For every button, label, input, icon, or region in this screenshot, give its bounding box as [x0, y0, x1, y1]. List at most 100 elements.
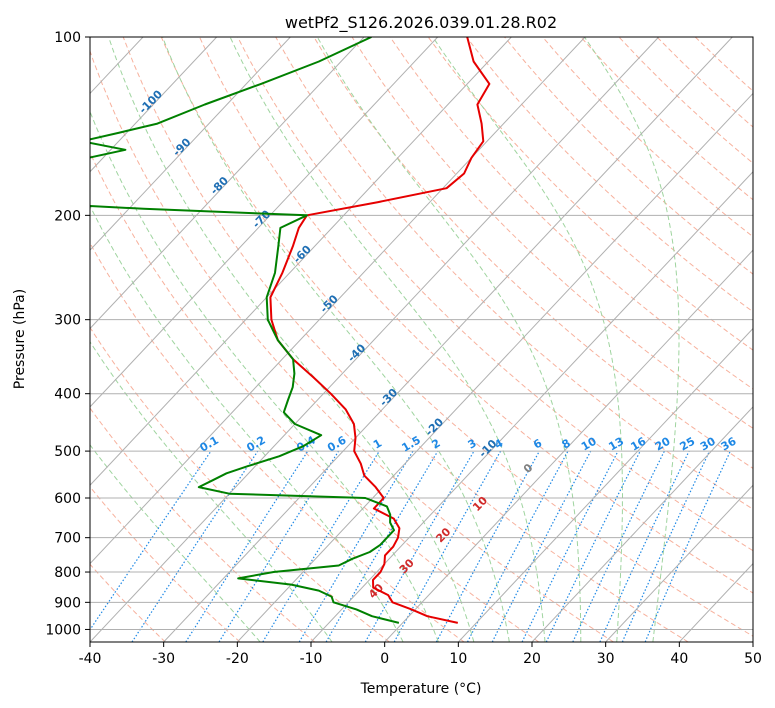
mixing-ratio-line [545, 450, 641, 642]
isotherm [90, 37, 586, 565]
isotherm [678, 562, 753, 642]
dry-adiabat-label: -50 [318, 292, 341, 315]
dry-adiabat [122, 37, 689, 642]
y-tick-label: 700 [54, 531, 81, 547]
theta-e-label: 0 [521, 461, 536, 476]
theta-e-label: 30 [397, 556, 417, 576]
isotherm [752, 641, 753, 642]
x-tick-label: -40 [79, 651, 102, 667]
mixing-ratio-line [621, 450, 711, 642]
isotherm [90, 37, 218, 173]
isotherm [90, 37, 660, 642]
dry-adiabat-label: -60 [291, 242, 314, 265]
mixing-ratio-line [599, 450, 690, 642]
mixing-ratio-line [393, 450, 502, 642]
x-tick-label: 40 [670, 651, 688, 667]
chart-title: wetPf2_S126.2026.039.01.28.R02 [285, 13, 557, 33]
mixing-ratio-line [491, 450, 592, 642]
dry-adiabat [90, 563, 166, 642]
dry-adiabat [275, 37, 753, 510]
moist-adiabat [229, 37, 546, 642]
moist-adiabat [316, 37, 582, 642]
dry-adiabat [351, 37, 753, 429]
dry-adiabat [90, 49, 614, 642]
moist-adiabat [432, 37, 623, 642]
dry-adiabat [90, 326, 390, 642]
moist-adiabat [162, 37, 510, 642]
dry-adiabat [694, 37, 753, 92]
dry-adiabat-label: -20 [423, 415, 446, 438]
x-tick-label: -30 [152, 651, 175, 667]
mixing-ratio-label: 2 [429, 437, 442, 452]
mixing-ratio-line [262, 450, 380, 642]
dry-adiabat [237, 37, 753, 552]
y-axis: 100 200 300 400 500 600 700 800 900 1000 [45, 30, 90, 638]
y-axis-title: Pressure (hPa) [12, 289, 28, 389]
moist-adiabat [584, 37, 680, 642]
y-tick-label: 100 [54, 30, 81, 46]
dry-adiabat [618, 37, 753, 164]
mixing-ratio-label: 6 [531, 436, 544, 451]
mixing-ratio-line [218, 450, 340, 642]
theta-e-label: 20 [433, 525, 453, 545]
mixing-ratio-line [298, 450, 414, 642]
mixing-ratio-line [185, 450, 309, 642]
dry-adiabat [90, 407, 316, 642]
y-tick-label: 400 [54, 387, 81, 403]
isotherm [384, 249, 753, 642]
y-tick-label: 900 [54, 595, 81, 611]
y-tick-label: 1000 [45, 622, 81, 638]
dry-adiabat [580, 37, 753, 201]
dry-adiabat [427, 37, 753, 351]
isotherm [236, 92, 753, 642]
y-tick-label: 600 [54, 491, 81, 507]
y-tick-label: 200 [54, 208, 81, 224]
x-tick-label: 30 [597, 651, 615, 667]
x-tick-label: 10 [449, 651, 467, 667]
theta-e-label: 10 [470, 494, 490, 514]
profiles [90, 37, 491, 624]
mixing-ratio-label: 1 [371, 437, 384, 452]
dry-adiabat-label: -100 [136, 87, 165, 116]
moist-adiabat [108, 37, 475, 642]
x-axis: -40 -30 -20 -10 0 10 20 30 40 50 [79, 642, 762, 667]
x-tick-label: -10 [300, 651, 323, 667]
isotherm [531, 406, 753, 642]
dry-adiabat [504, 37, 753, 275]
y-tick-label: 800 [54, 565, 81, 581]
mixing-ratio-line [90, 450, 212, 631]
isotherm [90, 37, 439, 408]
plot-frame [89, 36, 754, 643]
dry-adiabat [90, 242, 465, 642]
dry-adiabat [90, 151, 540, 642]
dry-adiabat-label: -30 [377, 386, 400, 409]
x-tick-label: 20 [523, 651, 541, 667]
y-tick-label: 500 [54, 444, 81, 460]
y-tick-label: 300 [54, 313, 81, 329]
mixing-ratio-line [435, 450, 540, 642]
x-tick-label: 50 [744, 651, 762, 667]
dry-adiabat [160, 37, 753, 637]
background-lines [90, 37, 753, 642]
moist-adiabat [90, 444, 261, 642]
moist-adiabat [90, 204, 404, 642]
temperature-profile [269, 37, 491, 624]
isotherm [605, 484, 753, 642]
mixing-ratio-line [644, 450, 731, 642]
x-tick-label: 0 [380, 651, 389, 667]
isotherm [90, 37, 512, 486]
dry-adiabat-label: -80 [208, 174, 231, 197]
isotherm [457, 327, 753, 642]
dry-adiabat-label: -40 [345, 341, 368, 364]
mixing-ratio-line [521, 450, 619, 642]
dry-adiabat [656, 37, 753, 128]
isotherm [310, 171, 753, 642]
x-axis-title: Temperature (°C) [360, 681, 482, 697]
isotherm [163, 37, 733, 642]
dry-adiabat-label: -90 [170, 135, 193, 158]
dewpoint-profile [90, 37, 400, 624]
mixing-ratio-line [131, 450, 259, 642]
dry-adiabat [466, 37, 753, 313]
dry-adiabat [313, 37, 753, 469]
